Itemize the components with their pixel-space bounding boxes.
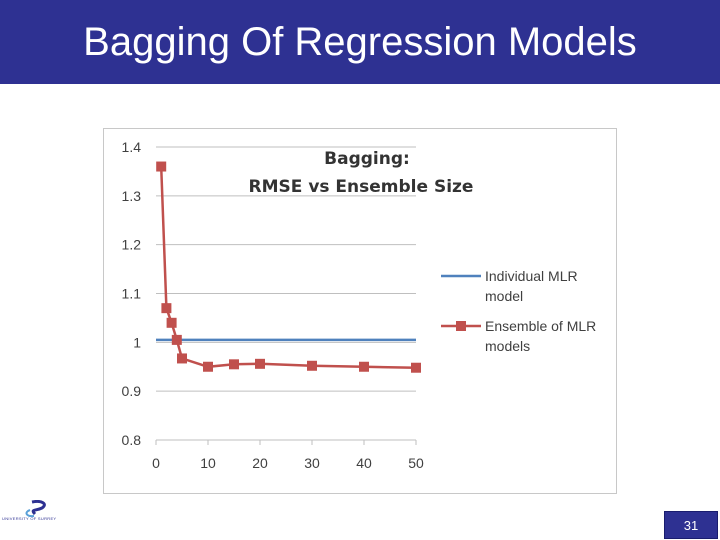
chart-title-line-2: RMSE vs Ensemble Size — [249, 177, 474, 197]
university-logo-icon — [25, 500, 46, 518]
axis-ticks: 0.8 0.9 1 1.1 1.2 1.3 1.4 0 10 20 30 40 50 — [122, 139, 424, 471]
page-number-box: 31 — [664, 511, 718, 539]
legend-marker — [456, 321, 466, 331]
grid-lines — [156, 146, 416, 441]
y-tick-label: 1.4 — [122, 139, 142, 155]
slide-title: Bagging Of Regression Models — [83, 20, 637, 64]
legend-label: Individual MLR — [485, 268, 578, 284]
data-point — [156, 161, 167, 172]
y-tick-label: 0.9 — [122, 383, 142, 399]
x-tick-label: 10 — [200, 455, 216, 471]
y-tick-label: 1 — [133, 334, 141, 350]
rmse-chart: 0.80.911.11.21.31.40 10 20 30 40 50 Bagging: … — [122, 139, 597, 471]
x-tick-label: 0 — [152, 455, 160, 471]
title-bar: Bagging Of Regression Models — [0, 0, 720, 84]
x-tick-label: 50 — [408, 455, 424, 471]
data-point — [229, 359, 239, 370]
y-tick-label: 1.2 — [122, 237, 142, 253]
y-tick-label: 1.3 — [122, 188, 142, 204]
chart-title-line-1: Bagging: — [324, 149, 410, 169]
data-point — [171, 334, 182, 345]
data-point — [161, 303, 172, 314]
data-point — [307, 360, 317, 371]
logo-text: UNIVERSITY OF SURREY — [2, 516, 57, 521]
chart-frame — [103, 128, 617, 494]
x-tick-label: 20 — [252, 455, 268, 471]
y-tick-label: 1.1 — [122, 286, 142, 302]
x-tick-label: 30 — [304, 455, 320, 471]
data-point — [203, 361, 213, 372]
x-tick-label: 40 — [356, 455, 372, 471]
data-point — [411, 362, 421, 373]
data-point — [359, 361, 369, 372]
data-point — [166, 317, 177, 328]
legend: Individual MLR model Ensemble of MLR models — [441, 268, 596, 354]
legend-label: models — [485, 338, 530, 354]
page-number: 31 — [683, 518, 699, 533]
data-point — [177, 353, 187, 364]
legend-label: model — [485, 288, 523, 304]
data-point — [255, 358, 265, 369]
legend-label: Ensemble of MLR — [485, 318, 596, 334]
y-tick-label: 0.8 — [122, 432, 142, 448]
series-layer — [156, 161, 421, 373]
